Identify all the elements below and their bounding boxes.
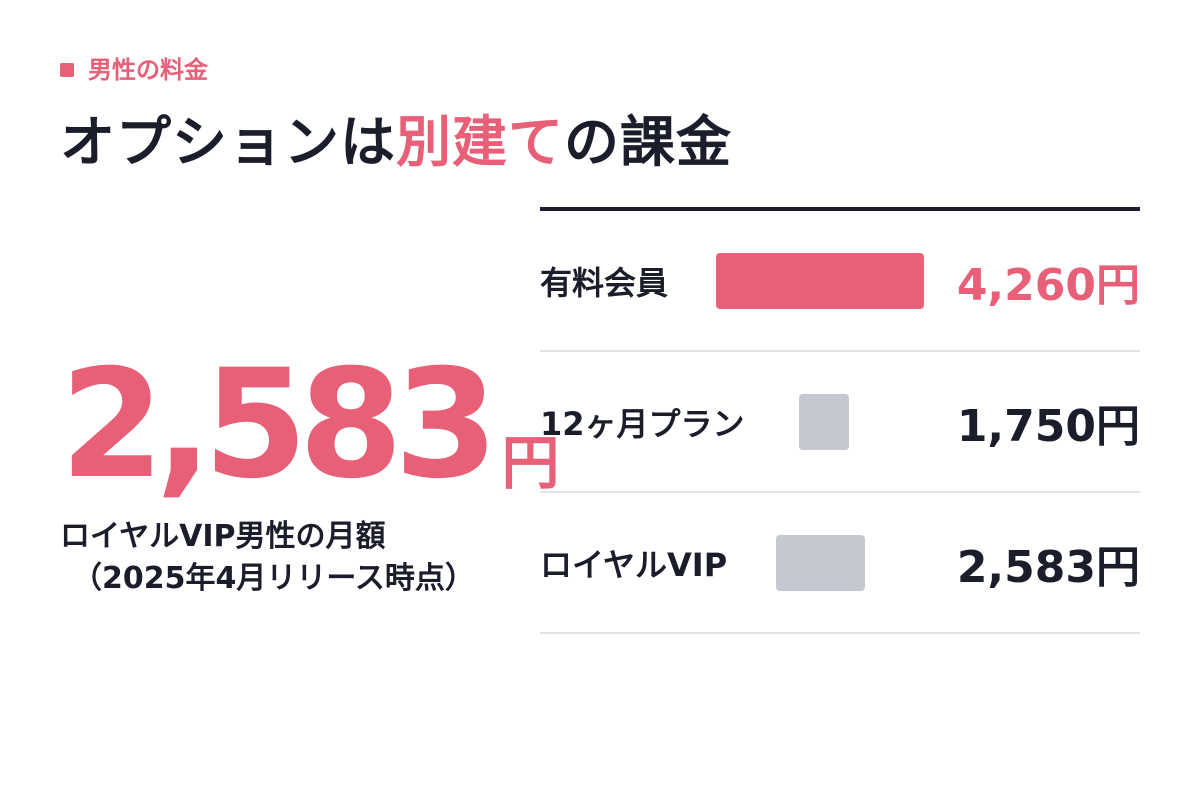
- plan-price: 1,750円: [956, 400, 1140, 452]
- plan-bar: [716, 252, 924, 309]
- plan-price: 2,583円: [956, 541, 1140, 593]
- section-tag: 男性の料金: [60, 58, 208, 82]
- caption-line1: ロイヤルVIP男性の月額: [60, 519, 386, 554]
- price-caption: ロイヤルVIP男性の月額 （2025年4月リリース時点）: [60, 516, 475, 600]
- plan-bar: [799, 393, 849, 450]
- tag-marker: [60, 63, 74, 77]
- caption-line2: （2025年4月リリース時点）: [72, 561, 475, 596]
- plan-price: 4,260円: [956, 259, 1140, 311]
- highlight-price-unit: 円: [501, 429, 560, 497]
- plan-label: ロイヤルVIP: [540, 545, 728, 584]
- plan-table: 有料会員 4,260円 12ヶ月プラン 1,750円 ロイヤルVIP 2,583…: [540, 207, 1140, 634]
- headline-part1: オプションは: [60, 110, 397, 174]
- plan-label: 有料会員: [540, 263, 669, 302]
- plan-row: 有料会員 4,260円: [540, 211, 1140, 352]
- headline: オプションは別建ての課金: [60, 112, 732, 173]
- highlight-price: 2,583 円: [60, 350, 559, 500]
- plan-label: 12ヶ月プラン: [540, 404, 745, 443]
- headline-part2: の課金: [564, 110, 733, 174]
- plan-bar: [776, 534, 865, 591]
- headline-accent: 別建て: [396, 110, 565, 174]
- plan-row: ロイヤルVIP 2,583円: [540, 493, 1140, 634]
- plan-row: 12ヶ月プラン 1,750円: [540, 352, 1140, 493]
- tag-label: 男性の料金: [88, 56, 208, 84]
- highlight-price-value: 2,583: [60, 338, 498, 512]
